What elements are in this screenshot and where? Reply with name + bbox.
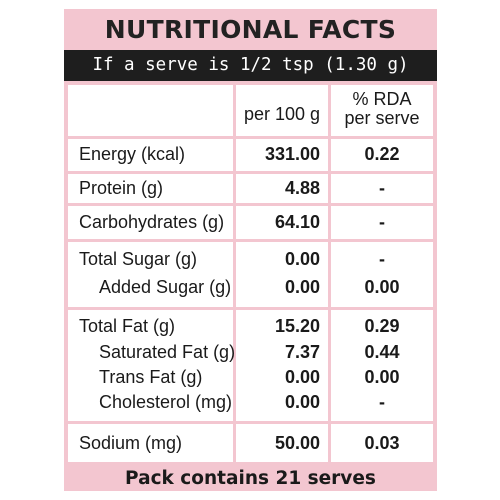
header-rda-line1: % RDA [352,89,412,109]
row-sodium-per100-cell: 50.00 [236,424,328,462]
row-sodium-rda: 0.03 [364,433,400,453]
row-carbohydrates-per100-cell: 64.10 [236,206,328,239]
pack-serves-footer: Pack contains 21 serves [125,468,376,489]
row-trans-fat-name: Trans Fat (g) [99,367,203,387]
row-total-sugar-rda: - [379,249,385,269]
row-added-sugar-rda: 0.00 [364,277,400,297]
row-total-sugar-name: Total Sugar (g) [79,249,198,269]
row-sodium-rda-cell: 0.03 [331,424,433,462]
row-energy-name: Energy (kcal) [79,144,186,164]
row-saturated-fat-per100: 7.37 [284,342,320,362]
row-saturated-fat-rda: 0.44 [364,342,400,362]
label-title: NUTRITIONAL FACTS [104,15,397,44]
row-fat-per100-cell: 15.20 7.37 0.00 0.00 [236,310,328,421]
header-rda-line2: per serve [344,108,420,128]
row-energy-per100: 331.00 [264,144,320,164]
row-fat-name-cell: Total Fat (g) Saturated Fat (g) Trans Fa… [68,310,236,421]
row-sodium-per100: 50.00 [274,433,320,453]
row-energy-rda: 0.22 [364,144,400,164]
row-protein-name-cell: Protein (g) [68,174,233,203]
header-per-100g: per 100 g [243,104,321,124]
row-carbohydrates-rda: - [379,212,385,232]
row-protein-name: Protein (g) [79,178,164,198]
row-sodium-name-cell: Sodium (mg) [68,424,233,462]
row-sodium-name: Sodium (mg) [79,433,183,453]
nutrition-label: NUTRITIONAL FACTS If a serve is 1/2 tsp … [64,9,437,491]
row-trans-fat-rda: 0.00 [364,367,400,387]
row-protein-per100-cell: 4.88 [236,174,328,203]
header-rda-cell: % RDA per serve [331,85,433,136]
nutrition-table: per 100 g % RDA per serve Energy (kcal) … [64,81,437,466]
row-sugar-name-cell: Total Sugar (g) Added Sugar (g) [68,242,233,307]
header-empty-cell [68,85,233,136]
row-total-fat-per100: 15.20 [274,316,320,336]
row-energy-name-cell: Energy (kcal) [68,139,233,171]
row-total-sugar-per100: 0.00 [284,249,320,269]
row-protein-rda: - [379,178,385,198]
row-carbohydrates-per100: 64.10 [274,212,320,232]
row-total-fat-name: Total Fat (g) [79,316,176,336]
row-saturated-fat-name: Saturated Fat (g) [99,342,236,362]
row-protein-per100: 4.88 [284,178,320,198]
header-per-100g-cell: per 100 g [236,85,328,136]
row-sugar-per100-cell: 0.00 0.00 [236,242,328,307]
row-energy-per100-cell: 331.00 [236,139,328,171]
row-total-fat-rda: 0.29 [364,316,400,336]
row-added-sugar-per100: 0.00 [284,277,320,297]
row-cholesterol-per100: 0.00 [284,392,320,412]
row-carbohydrates-name: Carbohydrates (g) [79,212,225,232]
row-added-sugar-name: Added Sugar (g) [99,277,232,297]
row-protein-rda-cell: - [331,174,433,203]
row-fat-rda-cell: 0.29 0.44 0.00 - [331,310,433,421]
row-sugar-rda-cell: - 0.00 [331,242,433,307]
row-energy-rda-cell: 0.22 [331,139,433,171]
row-trans-fat-per100: 0.00 [284,367,320,387]
row-carbohydrates-name-cell: Carbohydrates (g) [68,206,233,239]
row-cholesterol-name: Cholesterol (mg) [99,392,233,412]
serve-size-bar: If a serve is 1/2 tsp (1.30 g) [64,50,437,81]
row-cholesterol-rda: - [379,392,385,412]
row-carbohydrates-rda-cell: - [331,206,433,239]
